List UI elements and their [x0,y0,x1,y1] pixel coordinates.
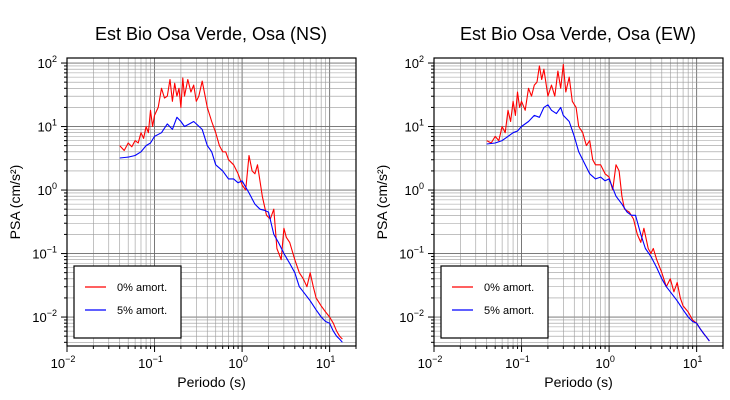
series-layer [486,63,710,342]
legend: 0% amort. 5% amort. [440,265,549,339]
y-tick-label: 10−1 [399,245,424,262]
y-tick-label: 100 [38,181,57,198]
legend-box [440,265,549,339]
y-tick-label: 10−2 [32,308,57,325]
x-tick-label: 101 [316,354,335,371]
y-tick-label: 102 [405,54,424,71]
legend-label-0: 0% amort. [117,282,167,294]
y-axis-label: PSA (cm/s²) [374,165,390,240]
chart-panel-ns: Est Bio Osa Verde, Osa (NS) 10−2 10−1 100 1… [7,24,357,390]
series-line-5pct [486,104,710,342]
plot-frame [433,57,724,347]
x-axis-label: Periodo (s) [544,374,612,390]
legend-label-0: 0% amort. [484,282,534,294]
series-line-5pct [119,116,343,343]
y-axis-label: PSA (cm/s²) [7,165,23,240]
chart-panel-ew: Est Bio Osa Verde, Osa (EW) 10−2 10−1 100 1… [374,24,724,390]
x-tick-label: 10−2 [51,354,76,371]
legend-label-1: 5% amort. [484,305,534,317]
series-line-0pct [119,77,343,340]
axis-ticks: 10−2 10−1 100 101 10−2 10−1 100 101 102 [32,54,357,371]
y-tick-label: 101 [405,118,424,135]
x-tick-label: 10−2 [418,354,443,371]
y-tick-label: 102 [38,54,57,71]
plot-frame [66,57,357,347]
legend: 0% amort. 5% amort. [73,265,182,339]
y-tick-label: 10−1 [32,245,57,262]
x-axis-label: Periodo (s) [177,374,245,390]
x-tick-label: 10−1 [138,354,163,371]
x-tick-label: 100 [595,354,614,371]
x-tick-label: 101 [683,354,702,371]
legend-box [73,265,182,339]
x-tick-label: 100 [228,354,247,371]
series-line-0pct [486,63,710,342]
y-tick-label: 100 [405,181,424,198]
series-layer [119,77,343,343]
y-tick-label: 10−2 [399,308,424,325]
chart-title: Est Bio Osa Verde, Osa (NS) [95,24,327,44]
y-tick-label: 101 [38,118,57,135]
legend-label-1: 5% amort. [117,305,167,317]
x-tick-label: 10−1 [505,354,530,371]
axis-ticks: 10−2 10−1 100 101 10−2 10−1 100 101 102 [399,54,724,371]
chart-title: Est Bio Osa Verde, Osa (EW) [460,24,696,44]
